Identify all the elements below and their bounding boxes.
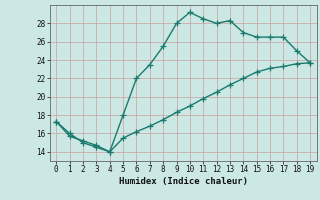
X-axis label: Humidex (Indice chaleur): Humidex (Indice chaleur) bbox=[119, 177, 248, 186]
